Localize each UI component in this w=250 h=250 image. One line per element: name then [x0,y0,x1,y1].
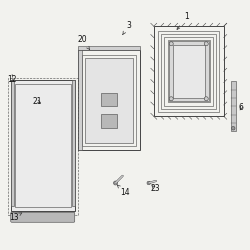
Bar [154,26,224,116]
Text: 6: 6 [239,103,244,112]
Bar [161,34,216,109]
Circle shape [204,42,208,46]
Text: 14: 14 [117,185,130,197]
Bar [101,114,117,128]
Text: 3: 3 [123,20,131,35]
Circle shape [169,42,173,46]
Circle shape [114,181,117,185]
Bar [78,50,82,150]
Circle shape [232,126,235,130]
Bar [85,58,132,142]
Bar [158,31,219,112]
Circle shape [204,97,208,101]
Bar [15,84,70,207]
Bar [8,78,78,215]
FancyBboxPatch shape [11,212,75,222]
Text: 23: 23 [150,184,160,193]
Bar [101,93,117,106]
Circle shape [147,181,150,185]
Bar [78,46,140,50]
Circle shape [169,97,173,101]
Bar [72,80,75,206]
Bar [10,80,14,206]
Bar [82,54,136,146]
Bar [10,80,75,211]
Text: 12: 12 [7,76,17,84]
Text: 21: 21 [32,97,42,106]
Bar [230,81,236,131]
Bar [169,41,209,101]
Text: 1: 1 [177,12,189,30]
Bar [168,40,210,102]
Text: 13: 13 [9,213,22,222]
Bar [78,50,140,150]
Text: 20: 20 [78,36,90,50]
Bar [172,45,205,98]
Bar [164,37,213,106]
